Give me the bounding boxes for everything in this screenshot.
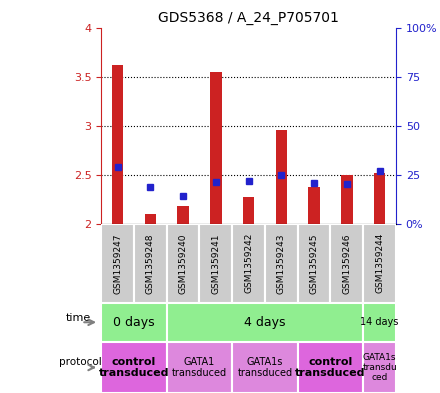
Text: GSM1359248: GSM1359248 [146,233,155,294]
Text: GSM1359241: GSM1359241 [211,233,220,294]
FancyBboxPatch shape [167,303,363,342]
FancyBboxPatch shape [232,342,298,393]
FancyBboxPatch shape [167,224,199,303]
Bar [341,175,352,224]
FancyBboxPatch shape [101,224,134,303]
FancyBboxPatch shape [134,224,167,303]
FancyBboxPatch shape [363,303,396,342]
FancyBboxPatch shape [363,342,396,393]
Text: GSM1359240: GSM1359240 [179,233,187,294]
Text: control
transduced: control transduced [99,357,169,378]
Text: GSM1359244: GSM1359244 [375,233,384,294]
Bar [177,206,189,224]
FancyBboxPatch shape [298,342,363,393]
FancyBboxPatch shape [167,342,232,393]
Title: GDS5368 / A_24_P705701: GDS5368 / A_24_P705701 [158,11,339,25]
Text: protocol: protocol [59,357,102,367]
Text: GSM1359242: GSM1359242 [244,233,253,294]
Text: control
transduced: control transduced [295,357,366,378]
Bar [308,187,320,224]
FancyBboxPatch shape [199,224,232,303]
FancyBboxPatch shape [363,224,396,303]
FancyBboxPatch shape [330,224,363,303]
FancyBboxPatch shape [232,224,265,303]
FancyBboxPatch shape [265,224,298,303]
Text: GATA1
transduced: GATA1 transduced [172,357,227,378]
Bar [112,65,123,224]
Text: 14 days: 14 days [360,317,399,327]
FancyBboxPatch shape [101,303,167,342]
Bar [145,214,156,224]
Text: time: time [66,313,91,323]
FancyBboxPatch shape [101,342,167,393]
Text: 0 days: 0 days [113,316,155,329]
Bar [374,173,385,224]
Text: GSM1359245: GSM1359245 [310,233,319,294]
Bar [210,72,222,224]
Text: GSM1359243: GSM1359243 [277,233,286,294]
Text: GSM1359247: GSM1359247 [113,233,122,294]
FancyBboxPatch shape [298,224,330,303]
Text: GSM1359246: GSM1359246 [342,233,352,294]
Text: GATA1s
transduced: GATA1s transduced [238,357,293,378]
Bar [275,130,287,224]
Text: 4 days: 4 days [244,316,286,329]
Bar [243,197,254,224]
Text: GATA1s
transdu
ced: GATA1s transdu ced [362,353,397,382]
